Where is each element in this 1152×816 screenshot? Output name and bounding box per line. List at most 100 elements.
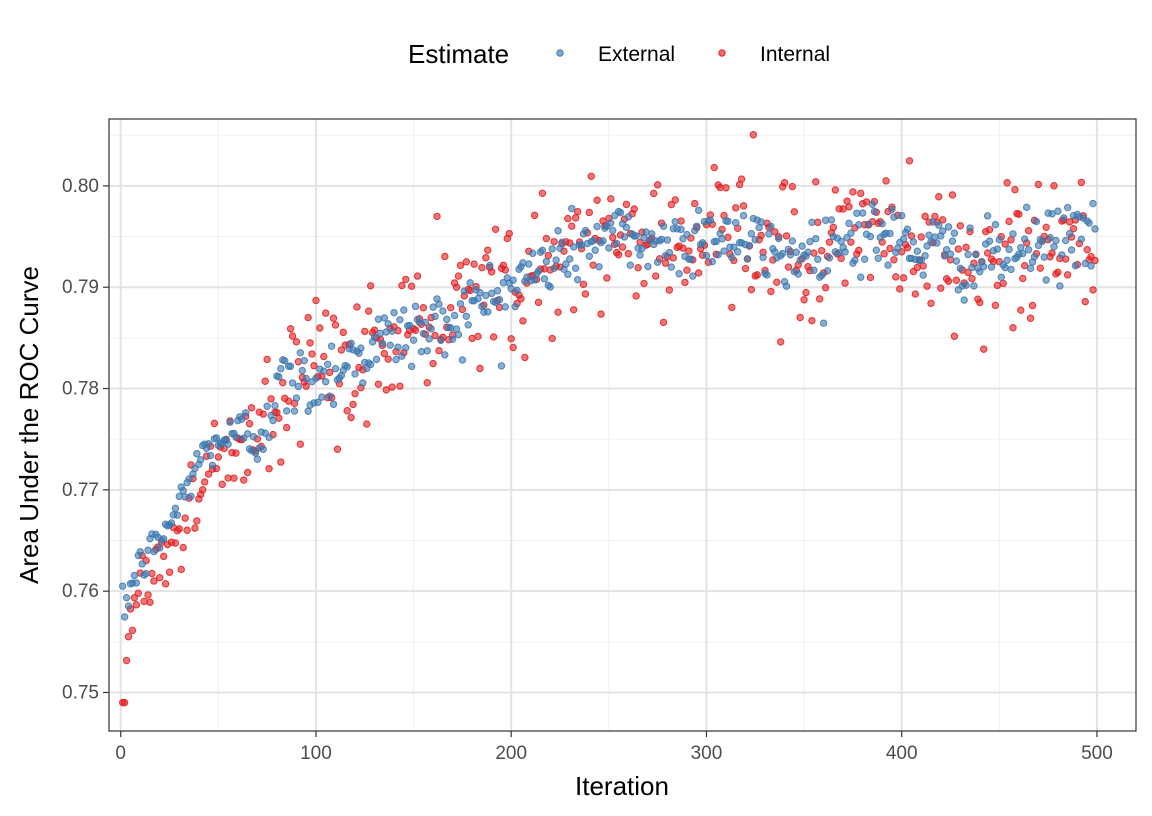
point-internal: [737, 175, 746, 183]
point-internal: [564, 214, 572, 223]
point-internal: [441, 252, 449, 261]
point-external: [739, 211, 748, 220]
point-internal: [429, 359, 437, 368]
point-internal: [1048, 249, 1056, 257]
point-internal: [573, 207, 582, 216]
point-external: [290, 407, 299, 415]
point-external: [605, 244, 613, 252]
point-external: [138, 560, 146, 568]
point-external: [411, 302, 420, 311]
y-axis: 0.75 0.76 0.77 0.78 0.79 0.80: [62, 176, 109, 703]
point-internal: [331, 321, 340, 329]
point-external: [638, 244, 646, 253]
point-external: [825, 254, 834, 262]
point-external: [1060, 214, 1068, 222]
point-external: [456, 300, 465, 308]
point-internal: [1019, 274, 1027, 283]
point-internal: [593, 196, 601, 204]
point-external: [866, 232, 875, 241]
point-internal: [161, 580, 170, 588]
point-external: [249, 432, 258, 441]
point-internal: [146, 598, 154, 606]
point-internal: [259, 410, 267, 418]
point-external: [689, 272, 697, 280]
point-external: [388, 327, 396, 335]
point-internal: [939, 216, 947, 224]
point-internal: [519, 317, 527, 325]
point-external: [921, 252, 929, 260]
point-external: [224, 440, 232, 448]
point-external: [956, 264, 964, 273]
point-internal: [1042, 223, 1050, 232]
point-internal: [435, 346, 443, 355]
point-external: [888, 205, 896, 214]
point-external: [812, 234, 820, 243]
point-internal: [911, 290, 920, 298]
point-internal: [667, 200, 676, 209]
point-external: [962, 281, 970, 289]
point-external: [706, 216, 715, 224]
point-external: [595, 263, 603, 271]
point-external: [702, 251, 711, 260]
point-external: [591, 246, 599, 254]
point-external: [1063, 203, 1072, 212]
point-internal: [538, 189, 547, 197]
point-external: [439, 307, 447, 315]
point-internal: [1091, 256, 1099, 265]
point-external: [386, 341, 394, 349]
point-external: [983, 212, 992, 220]
point-internal: [179, 543, 187, 552]
point-external: [302, 374, 310, 383]
point-internal: [624, 249, 633, 258]
point-internal: [322, 309, 330, 317]
point-external: [980, 262, 988, 271]
point-internal: [165, 568, 174, 576]
point-external: [243, 430, 252, 438]
y-tick-label: 0.80: [62, 176, 99, 197]
point-internal: [1036, 264, 1045, 272]
point-internal: [347, 413, 355, 422]
point-external: [644, 262, 652, 271]
point-internal: [665, 286, 674, 294]
y-tick-label: 0.79: [62, 277, 99, 298]
point-external: [206, 451, 215, 460]
point-external: [663, 236, 672, 244]
point-external: [847, 229, 855, 237]
point-external: [1026, 264, 1035, 273]
point-internal: [782, 232, 791, 240]
point-external: [767, 222, 775, 230]
point-internal: [776, 338, 785, 346]
point-external: [987, 263, 996, 271]
point-external: [435, 300, 443, 308]
point-external: [511, 302, 519, 311]
point-external: [454, 330, 463, 339]
point-internal: [433, 212, 441, 221]
point-external: [577, 241, 586, 249]
point-external: [431, 312, 439, 321]
point-external: [609, 226, 617, 235]
point-external: [429, 303, 437, 311]
point-internal: [1015, 210, 1023, 218]
point-external: [1067, 246, 1076, 254]
point-internal: [679, 244, 687, 252]
point-internal: [1063, 271, 1072, 279]
point-internal: [140, 597, 148, 606]
point-external: [1056, 282, 1064, 290]
point-external: [534, 267, 543, 275]
point-internal: [286, 325, 295, 333]
point-external: [857, 273, 865, 281]
point-external: [1022, 203, 1031, 212]
point-external: [427, 325, 435, 333]
point-internal: [568, 222, 576, 230]
point-external: [1042, 276, 1050, 284]
point-internal: [886, 244, 894, 253]
point-external: [724, 217, 732, 225]
point-internal: [847, 238, 855, 246]
point-internal: [579, 280, 588, 289]
point-internal: [634, 263, 642, 272]
point-internal: [134, 589, 142, 597]
point-internal: [622, 200, 631, 209]
point-external: [653, 258, 662, 266]
point-external: [734, 248, 742, 256]
point-external: [394, 343, 402, 351]
